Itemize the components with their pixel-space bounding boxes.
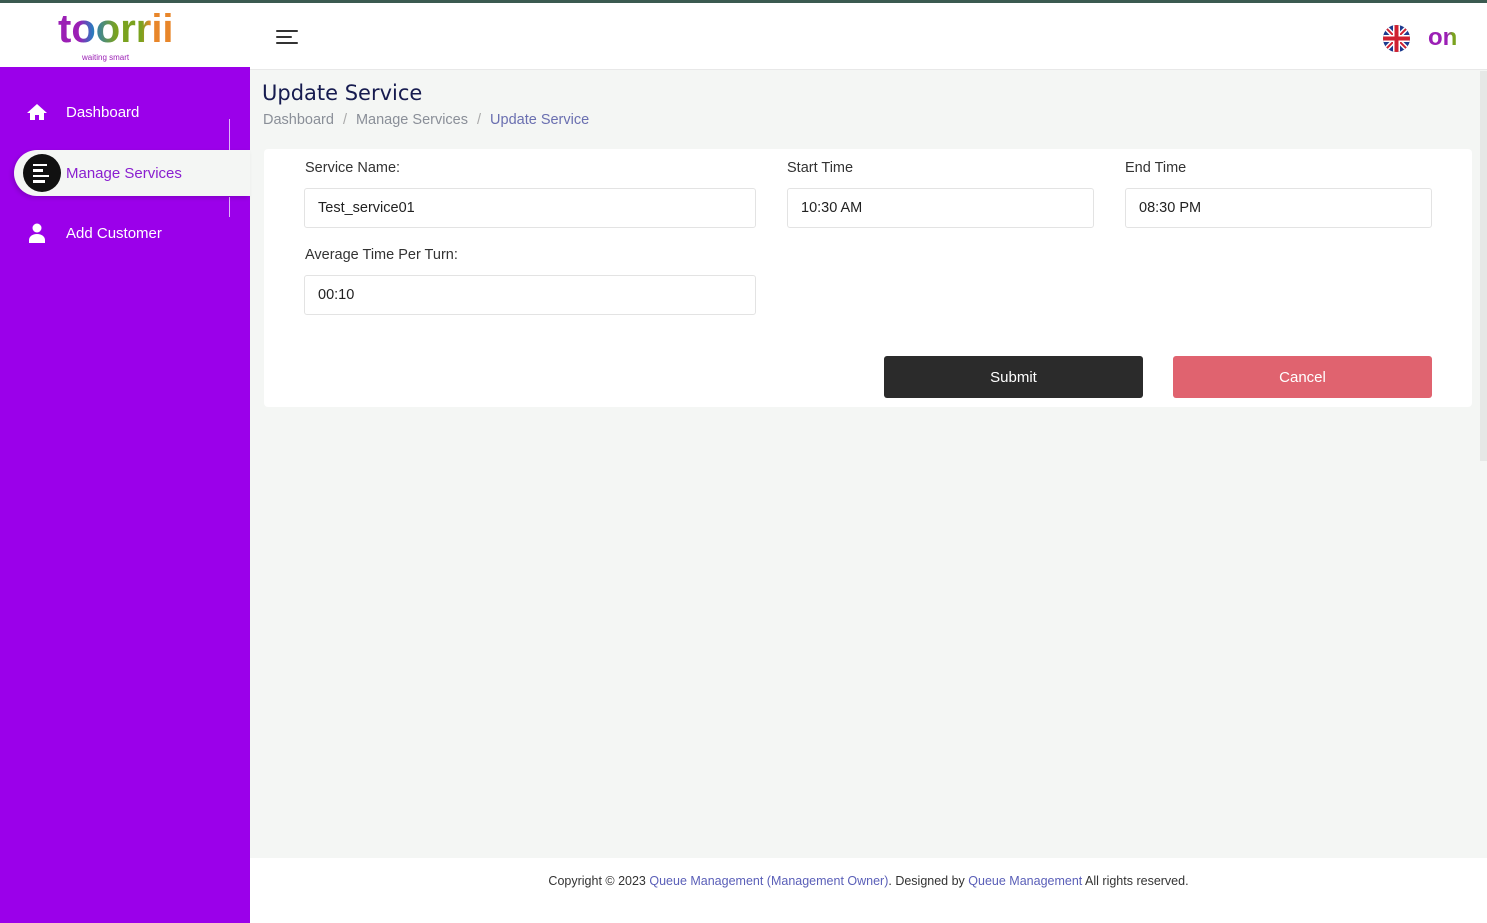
update-service-form: Service Name: Start Time End Time Averag… (264, 149, 1472, 407)
breadcrumb-dashboard[interactable]: Dashboard (263, 112, 334, 128)
end-time-label: End Time (1125, 160, 1187, 176)
breadcrumb-manage-services[interactable]: Manage Services (355, 112, 468, 128)
hamburger-icon[interactable] (276, 29, 298, 45)
user-avatar[interactable]: on (1428, 23, 1472, 53)
divider (229, 119, 230, 151)
breadcrumb: Dashboard / Manage Services / Update Service (263, 112, 590, 128)
start-time-input[interactable] (787, 188, 1094, 228)
service-name-input[interactable] (304, 188, 756, 228)
scrollbar[interactable] (1480, 71, 1487, 461)
sidebar-item-label: Dashboard (66, 103, 140, 121)
avg-time-input[interactable] (304, 275, 756, 315)
logo-text: toorrii (58, 7, 174, 51)
cancel-button[interactable]: Cancel (1173, 356, 1432, 398)
avg-time-label: Average Time Per Turn: (305, 247, 458, 263)
logo[interactable]: toorrii waiting smart (58, 7, 198, 67)
footer-link-designer[interactable]: Queue Management (968, 874, 1083, 888)
end-time-input[interactable] (1125, 188, 1432, 228)
main-content: Update Service Dashboard / Manage Services… (250, 71, 1487, 923)
sidebar-item-dashboard[interactable]: Dashboard (0, 90, 250, 134)
page-title: Update Service (262, 81, 423, 105)
service-name-label: Service Name: (305, 160, 401, 176)
header: toorrii waiting smart on (0, 3, 1487, 70)
logo-tagline: waiting smart (82, 53, 130, 62)
home-icon (0, 103, 66, 121)
divider (229, 197, 230, 217)
start-time-label: Start Time (787, 160, 854, 176)
breadcrumb-current: Update Service (490, 112, 590, 128)
user-icon (0, 223, 66, 243)
sidebar-item-manage-services[interactable]: Manage Services (14, 150, 250, 196)
uk-flag-icon[interactable] (1383, 25, 1410, 52)
top-border (0, 0, 1487, 3)
sidebar: Dashboard Manage Services Add Customer (0, 67, 250, 923)
list-icon (14, 154, 66, 192)
sidebar-item-label: Manage Services (66, 164, 182, 182)
sidebar-item-label: Add Customer (66, 224, 162, 242)
footer-link-owner[interactable]: Queue Management (Management Owner) (649, 874, 889, 888)
submit-button[interactable]: Submit (884, 356, 1143, 398)
footer: Copyright © 2023 Queue Management (Manag… (250, 858, 1487, 923)
sidebar-item-add-customer[interactable]: Add Customer (0, 211, 250, 255)
